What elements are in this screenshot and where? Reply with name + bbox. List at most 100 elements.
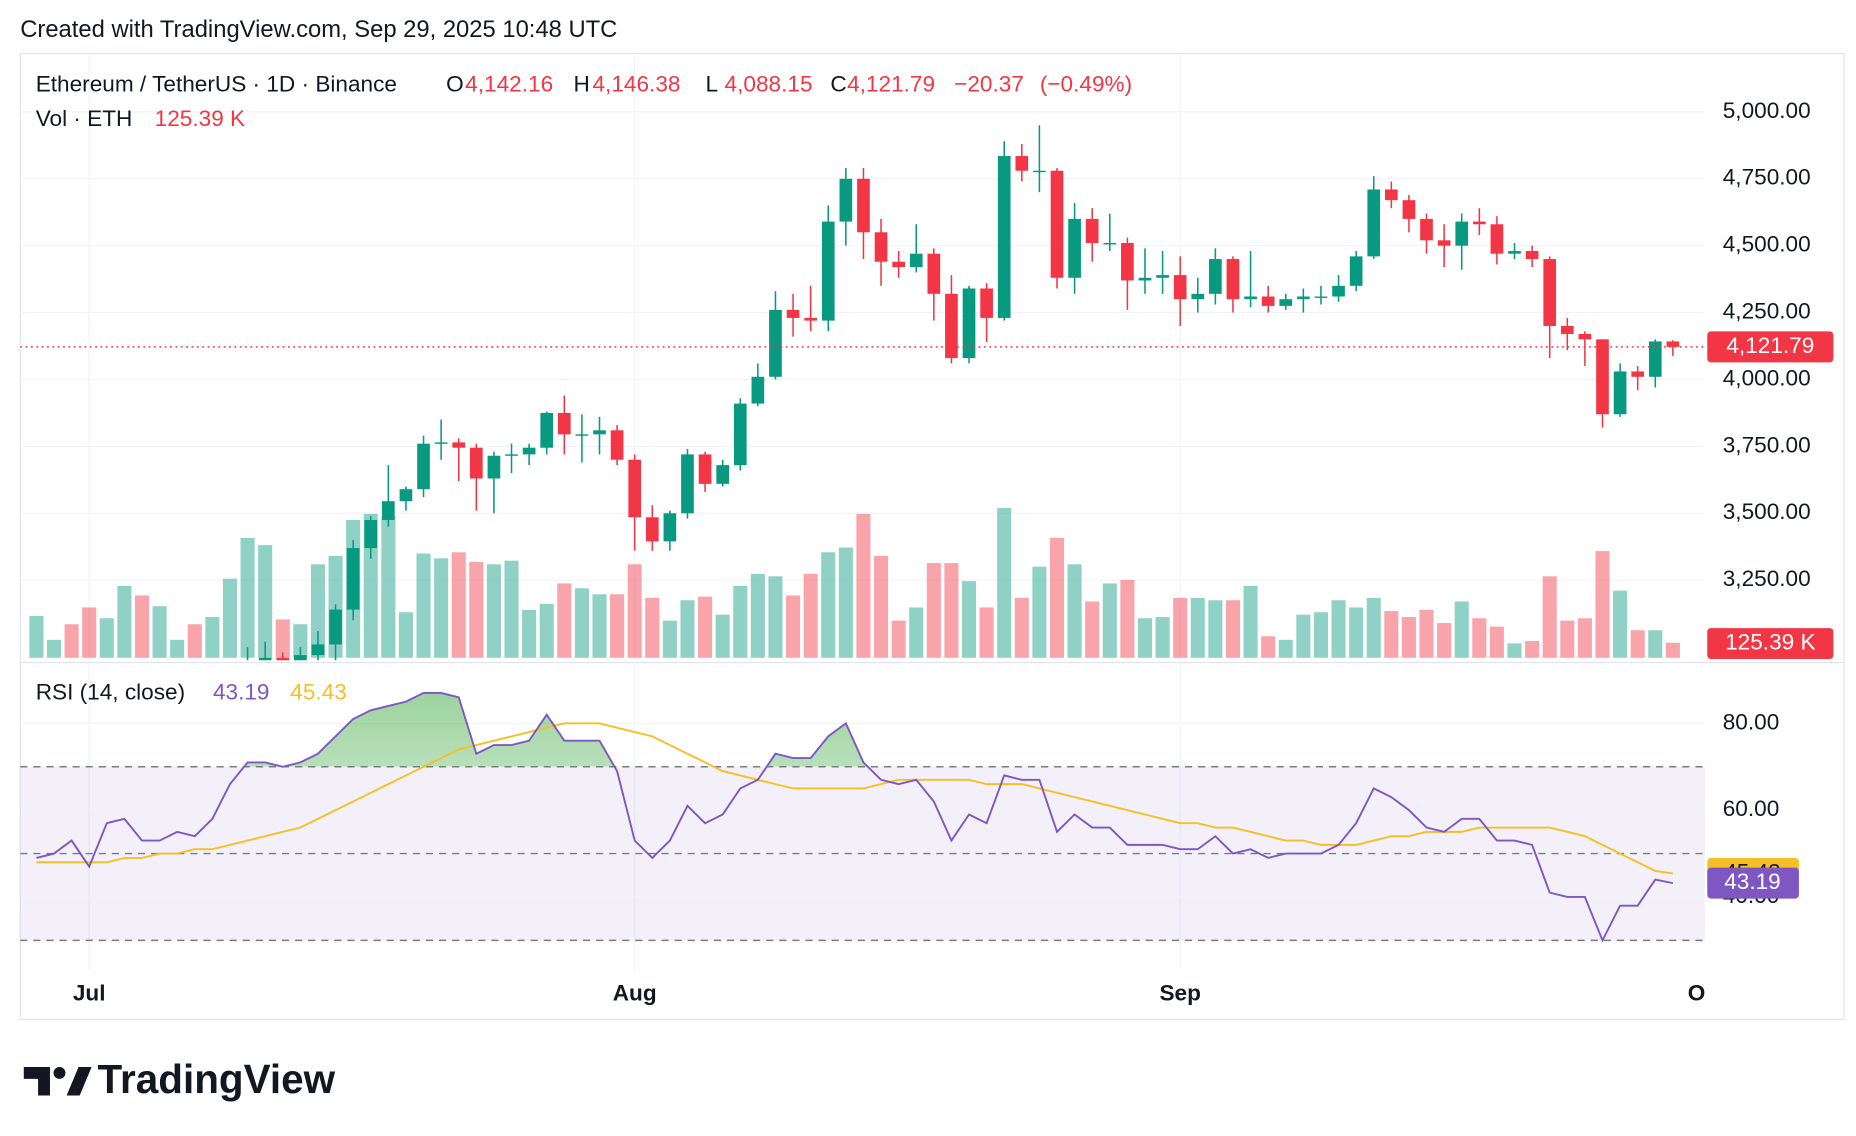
candle-body: [628, 459, 642, 518]
volume-bar: [1225, 600, 1241, 658]
rsi-ma-value: 45.43: [290, 679, 347, 704]
rsi-title: RSI (14, close): [36, 679, 185, 704]
volume-bar: [821, 552, 836, 658]
rsi-tick-label: 80.00: [1723, 709, 1780, 734]
credit: Created with TradingView.com, Sep 29, 20…: [20, 16, 617, 43]
volume-bar: [64, 624, 79, 658]
volume-bar: [1401, 617, 1416, 658]
candle-body: [1033, 170, 1046, 173]
last-price-label: 4,121.79: [1726, 333, 1814, 358]
volume-bar: [258, 545, 273, 658]
quote-key: H: [573, 72, 589, 97]
quote-value: 4,121.79: [847, 72, 935, 97]
volume-bar: [1489, 626, 1504, 658]
y-tick-label: 4,750.00: [1723, 165, 1811, 190]
rsi-ma-line: [36, 722, 1674, 875]
volume-bar: [170, 639, 185, 658]
volume-bar: [733, 585, 748, 658]
overbought-fill: [36, 692, 1673, 767]
volume-bar: [786, 595, 801, 658]
candle-body: [1420, 218, 1433, 241]
volume-bar: [1437, 623, 1452, 658]
candle-body: [364, 519, 378, 549]
volume-bar: [926, 563, 941, 658]
candle-body: [382, 501, 395, 520]
candle-body: [857, 178, 870, 233]
candle-body: [698, 454, 712, 484]
y-tick-label: 3,250.00: [1723, 566, 1811, 591]
volume-bar: [680, 600, 695, 658]
volume-value: 125.39 K: [155, 106, 245, 131]
volume-bar: [1102, 583, 1117, 658]
volume-bar: [1190, 597, 1205, 658]
candle-body: [522, 447, 536, 455]
brand-logo: TradingView: [23, 1056, 336, 1102]
x-tick-label: Sep: [1159, 980, 1200, 1005]
candle-body: [434, 442, 448, 444]
volume-bar: [1032, 566, 1047, 658]
volume-bar: [1665, 642, 1680, 658]
candle-body: [1209, 259, 1222, 294]
volume-bar: [1261, 636, 1276, 658]
volume-bar: [99, 618, 114, 658]
y-tick-label: 3,500.00: [1723, 499, 1811, 524]
volume-bar: [891, 620, 906, 658]
volume-bar: [1313, 612, 1328, 658]
volume-bar: [838, 547, 853, 658]
symbol-title: Ethereum / TetherUS · 1D · Binance: [36, 72, 397, 97]
volume-bar: [240, 537, 255, 658]
volume-bar: [1507, 643, 1522, 658]
candle-body: [1191, 293, 1205, 300]
volume-bar: [310, 564, 325, 658]
volume-bar: [803, 573, 818, 658]
candle-body: [1560, 325, 1574, 334]
volume-bar: [1595, 551, 1610, 658]
volume-bar: [1331, 600, 1346, 658]
candle-body: [681, 454, 694, 514]
candle-body: [909, 253, 923, 268]
volume-bar: [205, 617, 220, 658]
candle-body: [417, 443, 430, 490]
candle-body: [663, 513, 677, 542]
quote-key: C: [830, 72, 846, 97]
volume-bar: [909, 607, 924, 658]
volume-bar: [627, 564, 642, 658]
volume-badge: [1707, 628, 1834, 659]
candle-body: [575, 434, 589, 436]
y-tick-label: 4,500.00: [1723, 232, 1811, 257]
volume-bar: [1278, 639, 1293, 658]
volume-bar: [610, 594, 625, 658]
candle-body: [1279, 299, 1293, 306]
y-tick-label: 3,750.00: [1723, 432, 1811, 457]
candle-body: [1596, 339, 1609, 415]
candle-body: [1332, 285, 1345, 297]
volume-bar: [557, 583, 572, 658]
volume-bar: [1049, 537, 1065, 658]
volume-bar: [1067, 564, 1082, 658]
candle-body: [1068, 218, 1081, 278]
volume-bar: [1419, 609, 1434, 658]
candle-body: [1244, 296, 1257, 300]
volume-bar: [222, 578, 238, 658]
volume-bar: [1243, 585, 1258, 658]
volume-bar: [1472, 618, 1487, 658]
volume-bar: [504, 560, 519, 658]
candle-body: [1472, 221, 1486, 225]
candle-body: [645, 517, 659, 542]
volume-bar: [1577, 618, 1592, 658]
volume-bar: [152, 606, 167, 658]
volume-bar: [1120, 579, 1135, 658]
candle-body: [1297, 296, 1310, 300]
rsi-value: 43.19: [213, 679, 270, 704]
x-tick-label: Jul: [73, 980, 106, 1005]
candle-body: [786, 309, 800, 318]
candle-body: [610, 430, 624, 460]
candle-body: [540, 412, 554, 448]
volume-bar: [574, 588, 589, 658]
candle-body: [1402, 200, 1416, 219]
candle-body: [945, 293, 958, 359]
candle-body: [1367, 189, 1381, 257]
quote-value: 4,146.38: [592, 72, 680, 97]
volume-bar: [944, 563, 959, 658]
candle-body: [751, 376, 765, 404]
